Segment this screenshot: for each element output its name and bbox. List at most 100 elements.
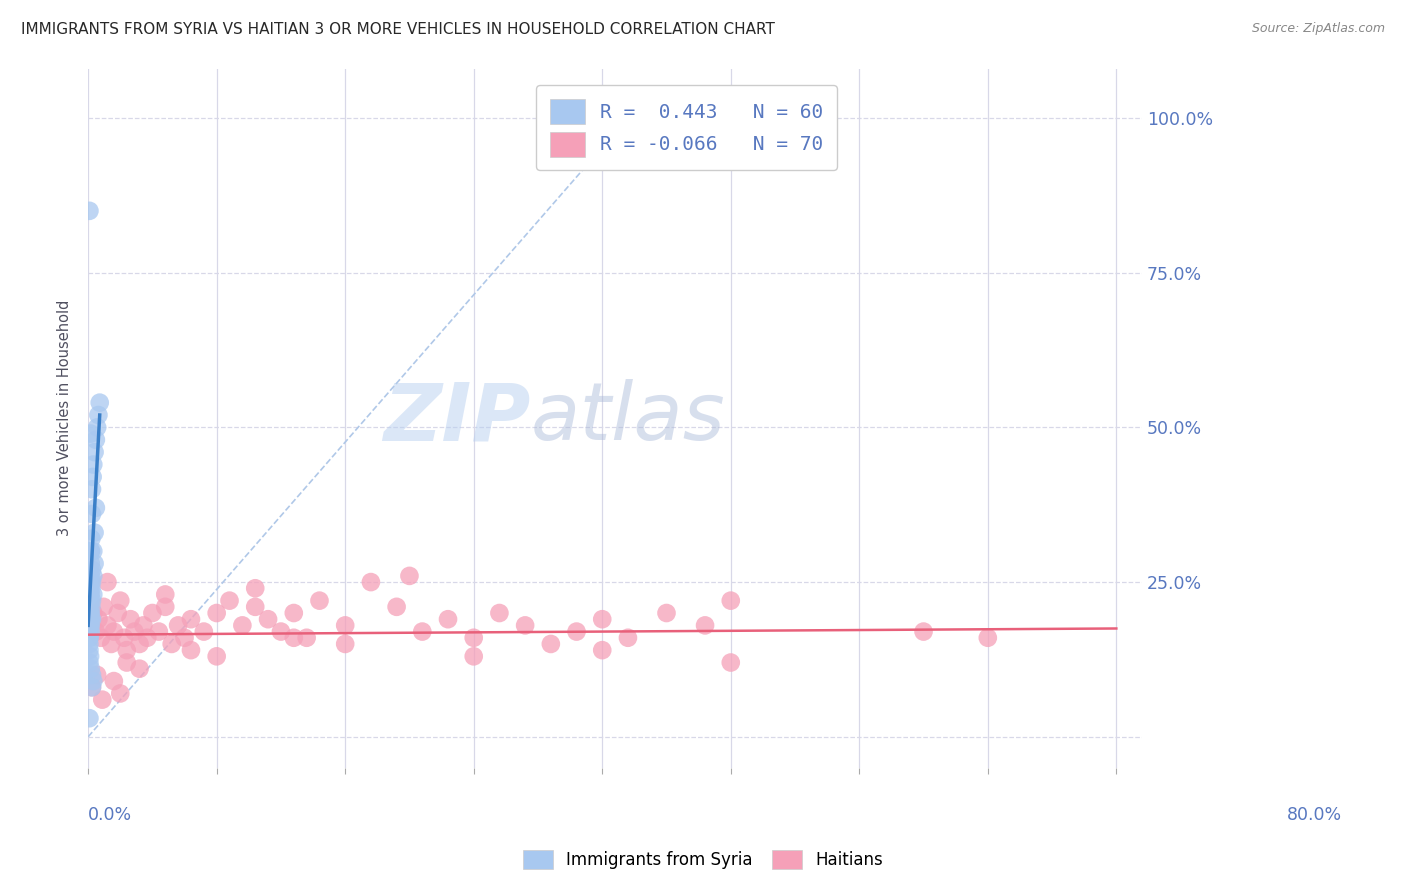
Point [180, 643, 202, 657]
Point [80, 612, 103, 626]
Point [205, 649, 228, 664]
Point [80, 587, 103, 601]
Point [100, 637, 122, 651]
Point [79, 631, 101, 645]
Point [218, 593, 240, 607]
Point [79, 711, 101, 725]
Point [90, 631, 112, 645]
Point [155, 587, 177, 601]
Legend: Immigrants from Syria, Haitians: Immigrants from Syria, Haitians [513, 840, 893, 880]
Point [80, 575, 103, 590]
Point [463, 631, 485, 645]
Point [110, 686, 132, 700]
Point [79, 606, 101, 620]
Point [84, 624, 107, 639]
Point [80, 532, 103, 546]
Point [720, 593, 742, 607]
Point [124, 624, 146, 639]
Point [82, 587, 104, 601]
Point [79, 624, 101, 639]
Point [77, 606, 100, 620]
Point [79, 575, 101, 590]
Point [360, 575, 382, 590]
Point [87, 408, 110, 422]
Point [136, 631, 159, 645]
Point [193, 624, 215, 639]
Point [80, 575, 103, 590]
Point [79, 656, 101, 670]
Point [977, 631, 1000, 645]
Point [655, 606, 678, 620]
Point [82, 544, 104, 558]
Point [335, 618, 357, 632]
Point [205, 606, 228, 620]
Point [385, 599, 408, 614]
Point [79, 649, 101, 664]
Legend: R =  0.443   N = 60, R = -0.066   N = 70: R = 0.443 N = 60, R = -0.066 N = 70 [536, 86, 837, 170]
Point [80, 668, 103, 682]
Point [79, 593, 101, 607]
Point [80, 599, 103, 614]
Point [96, 618, 118, 632]
Point [80, 680, 103, 694]
Point [79, 599, 101, 614]
Point [437, 612, 460, 626]
Point [110, 593, 132, 607]
Point [107, 606, 129, 620]
Point [83, 445, 105, 459]
Point [87, 612, 110, 626]
Point [80, 544, 103, 558]
Point [79, 643, 101, 657]
Point [79, 606, 101, 620]
Text: atlas: atlas [531, 379, 725, 457]
Point [115, 643, 138, 657]
Point [82, 458, 104, 472]
Text: ZIP: ZIP [384, 379, 531, 457]
Point [80, 612, 103, 626]
Point [245, 581, 267, 595]
Point [89, 395, 111, 409]
Point [80, 563, 103, 577]
Point [295, 631, 318, 645]
Point [86, 420, 108, 434]
Point [180, 612, 202, 626]
Point [160, 637, 183, 651]
Point [120, 612, 142, 626]
Point [565, 624, 588, 639]
Point [591, 643, 613, 657]
Point [167, 618, 190, 632]
Point [693, 618, 716, 632]
Point [80, 662, 103, 676]
Point [79, 618, 101, 632]
Text: 80.0%: 80.0% [1286, 806, 1343, 824]
Point [270, 624, 292, 639]
Point [335, 637, 357, 651]
Point [283, 631, 305, 645]
Point [80, 581, 103, 595]
Point [617, 631, 640, 645]
Point [148, 624, 170, 639]
Point [80, 680, 103, 694]
Point [83, 525, 105, 540]
Point [96, 575, 118, 590]
Point [115, 656, 138, 670]
Point [79, 581, 101, 595]
Point [86, 668, 108, 682]
Point [283, 606, 305, 620]
Point [79, 637, 101, 651]
Point [79, 203, 101, 218]
Point [79, 587, 101, 601]
Point [84, 500, 107, 515]
Point [80, 426, 103, 441]
Point [141, 606, 163, 620]
Point [112, 631, 135, 645]
Point [79, 593, 101, 607]
Point [83, 557, 105, 571]
Text: Source: ZipAtlas.com: Source: ZipAtlas.com [1251, 22, 1385, 36]
Point [155, 599, 177, 614]
Point [231, 618, 253, 632]
Point [132, 618, 155, 632]
Point [82, 569, 104, 583]
Point [84, 433, 107, 447]
Point [82, 470, 104, 484]
